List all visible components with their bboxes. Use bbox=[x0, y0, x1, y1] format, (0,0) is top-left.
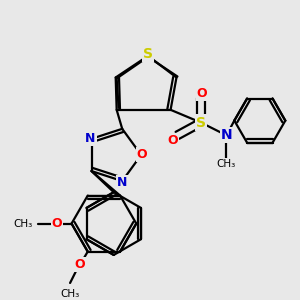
Text: N: N bbox=[117, 176, 128, 188]
Text: O: O bbox=[167, 134, 178, 147]
Text: CH₃: CH₃ bbox=[13, 219, 32, 229]
Text: CH₃: CH₃ bbox=[217, 159, 236, 169]
Text: O: O bbox=[75, 258, 85, 271]
Text: S: S bbox=[196, 116, 206, 130]
Text: N: N bbox=[85, 132, 96, 145]
Text: O: O bbox=[197, 87, 207, 100]
Text: S: S bbox=[143, 47, 153, 61]
Text: O: O bbox=[52, 217, 62, 230]
Text: CH₃: CH₃ bbox=[61, 289, 80, 299]
Text: O: O bbox=[137, 148, 148, 161]
Text: N: N bbox=[221, 128, 232, 142]
